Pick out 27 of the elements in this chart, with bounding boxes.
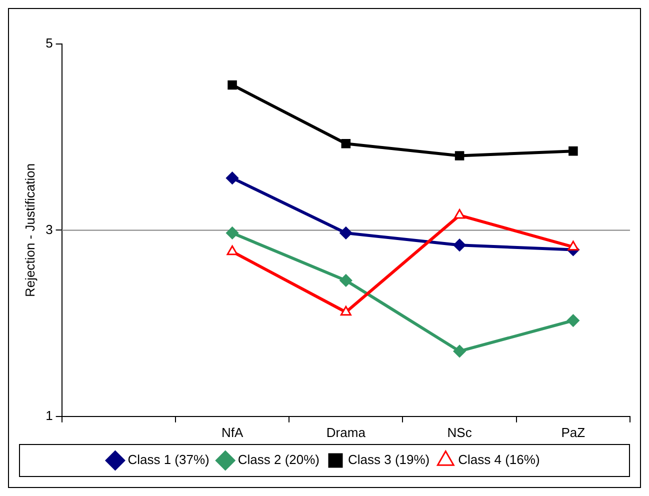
y-tick-label: 5 — [46, 36, 53, 51]
point — [568, 146, 578, 156]
point — [453, 344, 466, 358]
point — [341, 138, 351, 148]
point — [228, 80, 237, 90]
point — [340, 274, 352, 287]
y-axis-title: Rejection - Justification — [22, 163, 38, 298]
point — [226, 226, 239, 240]
point — [454, 209, 466, 219]
point — [340, 306, 352, 316]
point — [566, 314, 580, 327]
y-tick-label: 1 — [46, 408, 53, 423]
x-tick-label: PaZ — [561, 424, 586, 440]
legend-label: Class 4 (16%) — [458, 452, 540, 468]
x-tick-label: Drama — [326, 424, 366, 440]
point — [568, 240, 579, 250]
x-tick-label: NSc — [447, 424, 472, 440]
point — [226, 245, 238, 256]
point — [453, 238, 466, 252]
legend-label: Class 3 (19%) — [348, 452, 430, 468]
x-tick-label: NfA — [221, 424, 244, 440]
legend-label: Class 1 (37%) — [128, 452, 210, 468]
point — [226, 172, 239, 184]
y-tick-label: 3 — [46, 222, 53, 237]
point — [340, 226, 352, 240]
legend-label: Class 2 (20%) — [238, 452, 320, 468]
point — [454, 151, 464, 160]
